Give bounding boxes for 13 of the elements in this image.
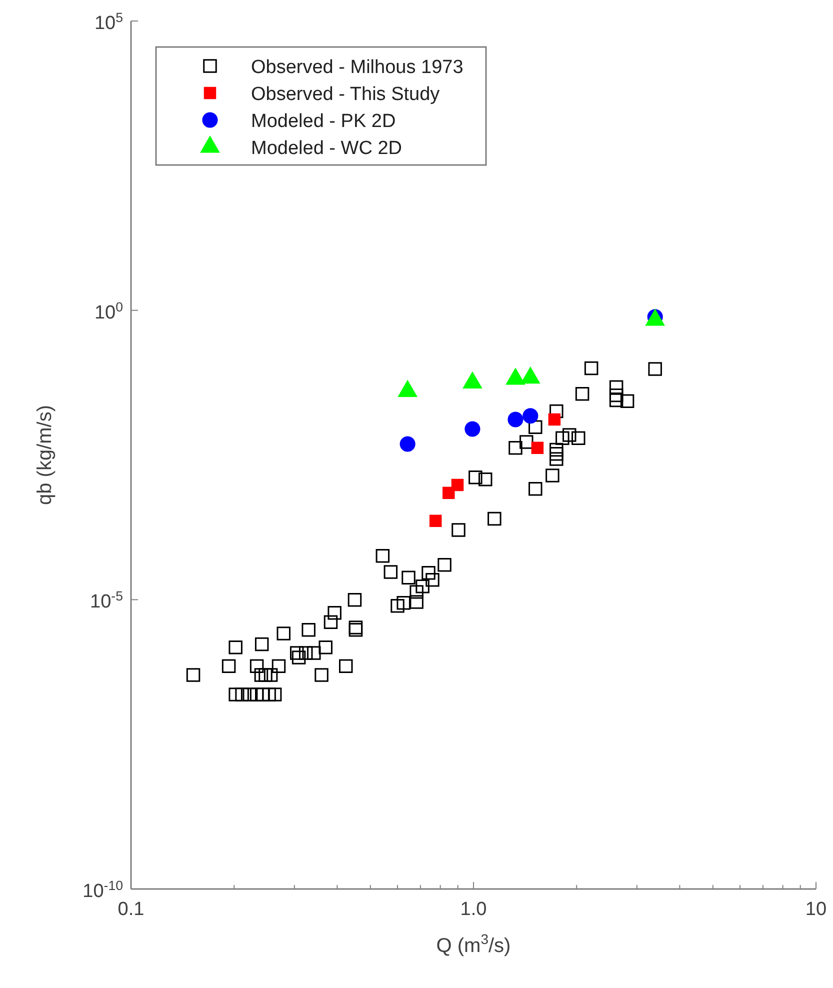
legend-label: Modeled - PK 2D — [251, 111, 396, 132]
y-tick-label: 10$^{0}$ — [94, 298, 123, 324]
x-tick-label: 0.1 — [118, 899, 144, 920]
y-tick-label: 10$^{-10}$ — [82, 878, 123, 902]
legend-label: Observed - Milhous 1973 — [251, 57, 464, 78]
x-axis-title: Q (m$^{3}$/s) — [436, 931, 511, 957]
legend-label: Observed - This Study — [251, 84, 440, 105]
x-tick-label: 10 — [805, 899, 827, 920]
y-tick-label: 10$^{5}$ — [94, 10, 123, 34]
y-axis-title: qb (kg/m/s) — [34, 404, 56, 506]
x-tick-label: 1.0 — [460, 899, 487, 920]
y-tick-label: 10$^{-5}$ — [90, 588, 123, 613]
legend-label: Modeled - WC 2D — [251, 138, 402, 159]
